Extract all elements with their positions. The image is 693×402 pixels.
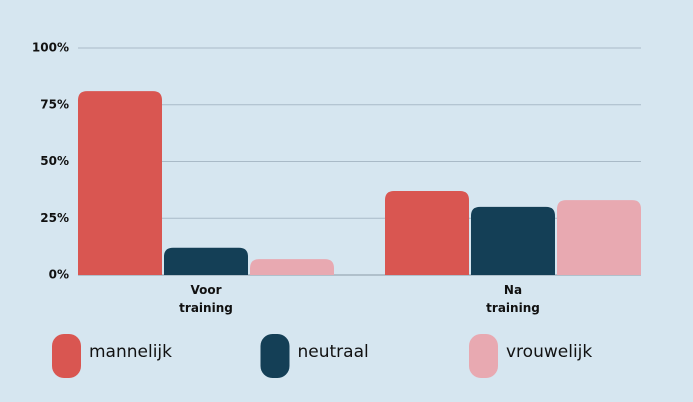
bar xyxy=(78,91,162,275)
legend-swatch xyxy=(52,334,81,378)
y-tick-label: 0% xyxy=(49,268,69,282)
legend-swatch xyxy=(260,334,290,378)
legend-swatch xyxy=(469,334,498,378)
x-tick-label: Na training xyxy=(486,283,540,315)
legend-label: vrouwelijk xyxy=(506,342,592,362)
y-tick-label: 100% xyxy=(32,41,69,55)
bar xyxy=(557,200,641,275)
bar xyxy=(250,259,334,275)
y-tick-label: 50% xyxy=(40,154,69,168)
x-tick-label: Voor training xyxy=(179,283,233,315)
legend-label: mannelijk xyxy=(89,342,172,362)
y-tick-label: 75% xyxy=(40,97,69,111)
bar xyxy=(471,206,555,275)
legend-label: neutraal xyxy=(298,342,369,362)
y-tick-label: 25% xyxy=(40,211,69,225)
bar xyxy=(164,247,248,275)
bar xyxy=(385,191,469,275)
